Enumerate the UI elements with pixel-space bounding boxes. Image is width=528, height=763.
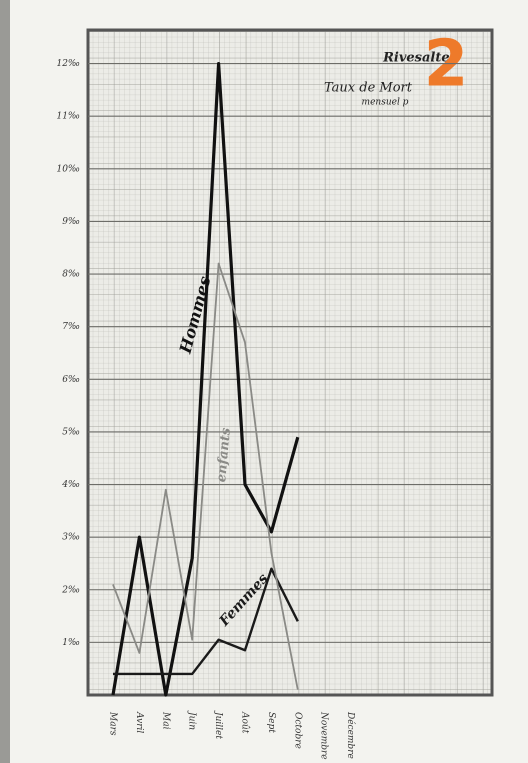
page: Rivesaltes Taux de Mort mensuel p 2 1‰2‰…: [0, 0, 528, 763]
x-tick-label: Décembre: [345, 711, 356, 759]
y-tick-label: 3‰: [62, 533, 80, 543]
x-tick-label: Mai: [160, 711, 170, 730]
chart-subtitle-2: mensuel p: [362, 98, 409, 108]
x-tick-label: Mars: [108, 711, 118, 736]
y-tick-label: 8‰: [62, 270, 80, 280]
y-tick-label: 1‰: [62, 638, 80, 648]
x-tick-label: Octobre: [292, 712, 302, 749]
y-tick-label: 12‰: [56, 59, 80, 69]
y-tick-label: 6‰: [62, 375, 80, 385]
x-tick-label: Juin: [187, 710, 197, 730]
y-tick-label: 10‰: [56, 164, 80, 174]
y-tick-label: 4‰: [61, 480, 80, 490]
y-tick-label: 5‰: [62, 427, 80, 437]
y-tick-label: 11‰: [56, 112, 80, 122]
x-tick-label: Avril: [134, 711, 144, 733]
badge: 2: [424, 28, 469, 102]
x-tick-label: Novembre: [319, 711, 329, 760]
x-tick-label: Août: [240, 711, 251, 734]
x-tick-label: Sept: [266, 712, 276, 733]
y-tick-label: 2‰: [61, 585, 80, 595]
photo-edge: [0, 0, 10, 763]
chart: Rivesaltes Taux de Mort mensuel p 2 1‰2‰…: [0, 0, 528, 763]
chart-subtitle: Taux de Mort: [324, 81, 413, 96]
y-tick-label: 7‰: [62, 322, 80, 332]
y-tick-label: 9‰: [62, 217, 80, 227]
x-tick-label: Juillet: [213, 710, 223, 739]
